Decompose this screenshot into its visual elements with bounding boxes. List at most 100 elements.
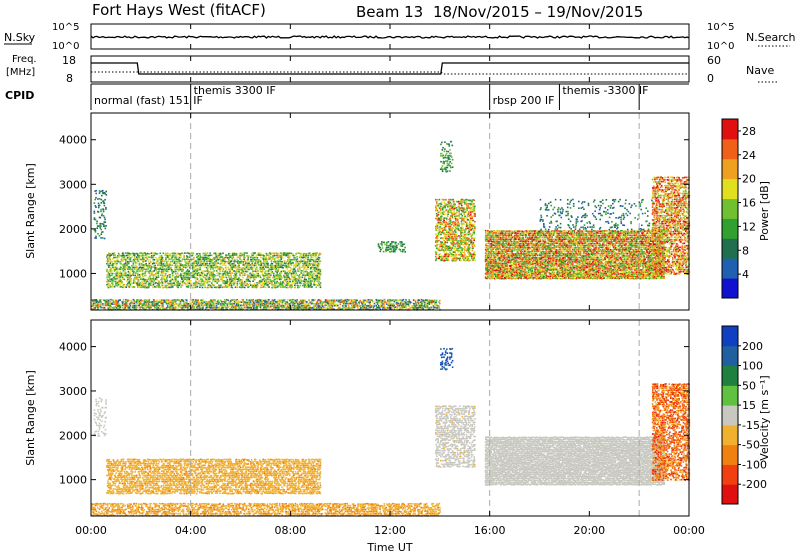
heatmap-cell bbox=[124, 270, 126, 273]
heatmap-cell bbox=[232, 302, 235, 305]
heatmap-cell bbox=[467, 233, 470, 236]
heatmap-cell bbox=[214, 280, 217, 283]
heatmap-cell bbox=[439, 229, 441, 232]
heatmap-cell bbox=[465, 223, 468, 225]
heatmap-cell bbox=[175, 284, 178, 287]
heatmap-cell bbox=[267, 252, 269, 255]
heatmap-cell bbox=[149, 272, 151, 274]
heatmap-cell bbox=[323, 301, 325, 303]
heatmap-cell bbox=[468, 237, 470, 240]
heatmap-cell bbox=[125, 262, 127, 264]
heatmap-cell bbox=[153, 252, 155, 254]
heatmap-cell bbox=[445, 237, 448, 239]
heatmap-cell bbox=[257, 262, 259, 265]
heatmap-cell bbox=[124, 301, 126, 303]
heatmap-cell bbox=[132, 282, 135, 284]
heatmap-cell bbox=[223, 304, 225, 307]
heatmap-cell bbox=[94, 218, 97, 221]
heatmap-cell bbox=[226, 306, 228, 309]
heatmap-cell bbox=[269, 278, 272, 281]
heatmap-cell bbox=[465, 233, 468, 235]
heatmap-cell bbox=[217, 274, 219, 277]
heatmap-cell bbox=[200, 270, 203, 272]
heatmap-cell bbox=[263, 278, 266, 281]
heatmap-cell bbox=[460, 201, 462, 204]
heatmap-cell bbox=[117, 303, 120, 306]
heatmap-cell bbox=[444, 198, 446, 201]
heatmap-cell bbox=[289, 260, 292, 263]
heatmap-cell bbox=[313, 284, 316, 286]
heatmap-cell bbox=[177, 280, 179, 283]
heatmap-cell bbox=[273, 268, 275, 270]
heatmap-cell bbox=[197, 265, 199, 267]
heatmap-cell bbox=[450, 243, 453, 245]
heatmap-cell bbox=[267, 264, 269, 266]
heatmap-cell bbox=[254, 299, 257, 302]
heatmap-cell bbox=[370, 299, 372, 301]
heatmap-cell bbox=[295, 277, 297, 280]
heatmap-cell bbox=[285, 282, 288, 284]
heatmap-cell bbox=[119, 286, 121, 288]
heatmap-cell bbox=[420, 300, 423, 303]
heatmap-cell bbox=[192, 272, 195, 274]
heatmap-cell bbox=[182, 264, 185, 267]
heatmap-cell bbox=[243, 264, 245, 266]
heatmap-cell bbox=[287, 276, 290, 278]
heatmap-cell bbox=[277, 266, 280, 269]
heatmap-cell bbox=[391, 250, 393, 253]
heatmap-cell bbox=[171, 301, 174, 304]
heatmap-cell bbox=[452, 245, 455, 247]
heatmap-cell bbox=[313, 280, 316, 282]
heatmap-cell bbox=[263, 305, 265, 307]
heatmap-cell bbox=[190, 303, 193, 305]
heatmap-cell bbox=[128, 286, 131, 288]
heatmap-cell bbox=[344, 302, 346, 305]
heatmap-cell bbox=[206, 276, 209, 278]
heatmap-cell bbox=[466, 247, 469, 250]
heatmap-cell bbox=[276, 286, 278, 288]
heatmap-cell bbox=[160, 302, 162, 305]
heatmap-cell bbox=[302, 301, 304, 303]
heatmap-cell bbox=[212, 301, 214, 303]
heatmap-cell bbox=[366, 308, 368, 310]
heatmap-cell bbox=[303, 264, 305, 266]
heatmap-cell bbox=[255, 264, 258, 266]
heatmap-cell bbox=[326, 301, 328, 303]
heatmap-cell bbox=[126, 299, 129, 301]
heatmap-cell bbox=[139, 282, 142, 284]
heatmap-cell bbox=[233, 302, 235, 305]
heatmap-cell bbox=[163, 276, 166, 278]
heatmap-cell bbox=[379, 301, 381, 303]
heatmap-cell bbox=[180, 274, 182, 277]
heatmap-cell bbox=[464, 243, 466, 245]
heatmap-cell bbox=[199, 260, 201, 262]
heatmap-cell bbox=[174, 270, 176, 273]
heatmap-cell bbox=[121, 256, 123, 259]
heatmap-cell bbox=[319, 286, 322, 289]
heatmap-cell bbox=[171, 278, 174, 281]
heatmap-cell bbox=[454, 217, 457, 220]
heatmap-cell bbox=[288, 254, 290, 257]
heatmap-cell bbox=[307, 307, 309, 309]
heatmap-cell bbox=[329, 305, 331, 307]
heatmap-cell bbox=[456, 209, 459, 212]
heatmap-cell bbox=[200, 278, 202, 280]
heatmap-cell bbox=[321, 308, 323, 311]
heatmap-cell bbox=[117, 285, 119, 288]
heatmap-cell bbox=[199, 268, 201, 271]
heatmap-cell bbox=[243, 254, 245, 256]
heatmap-cell bbox=[331, 299, 333, 302]
heatmap-cell bbox=[257, 276, 260, 278]
heatmap-cell bbox=[100, 301, 103, 304]
heatmap-cell bbox=[225, 284, 228, 286]
heatmap-cell bbox=[97, 233, 99, 235]
heatmap-cell bbox=[435, 229, 438, 231]
heatmap-cell bbox=[424, 301, 426, 304]
heatmap-cell bbox=[240, 278, 243, 281]
heatmap-cell bbox=[276, 274, 279, 276]
heatmap-cell bbox=[157, 301, 160, 303]
heatmap-cell bbox=[224, 286, 226, 288]
heatmap-cell bbox=[140, 306, 142, 308]
heatmap-cell bbox=[463, 199, 466, 202]
heatmap-cell bbox=[310, 282, 312, 285]
